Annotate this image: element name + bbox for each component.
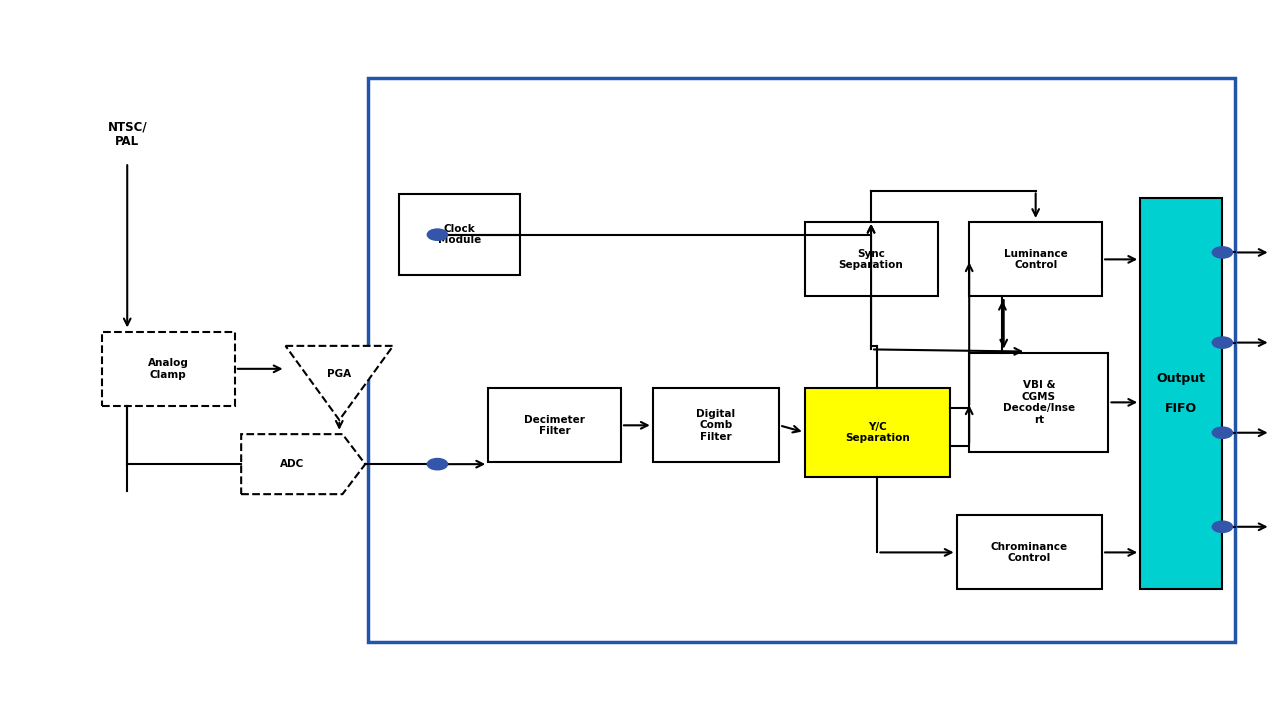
Text: Sync
Separation: Sync Separation [838, 248, 904, 270]
Text: PGA: PGA [328, 369, 352, 379]
Bar [653, 388, 780, 462]
Circle shape [428, 229, 448, 240]
Polygon shape [241, 434, 365, 494]
Bar [488, 388, 621, 462]
Text: Output

FIFO: Output FIFO [1157, 372, 1206, 415]
Text: Chrominance
Control: Chrominance Control [991, 541, 1068, 563]
Text: Y/C
Separation: Y/C Separation [845, 422, 910, 444]
Circle shape [1212, 247, 1233, 258]
Text: ADC: ADC [280, 459, 303, 469]
Circle shape [428, 459, 448, 470]
Bar [102, 332, 234, 406]
Bar [805, 388, 950, 477]
Bar [1140, 197, 1222, 590]
Bar [956, 516, 1102, 590]
Text: Decimeter
Filter: Decimeter Filter [524, 415, 585, 436]
Polygon shape [285, 346, 393, 420]
Text: Clock
Module: Clock Module [438, 224, 481, 246]
Bar [969, 222, 1102, 297]
Bar [399, 194, 520, 275]
Text: Digital
Comb
Filter: Digital Comb Filter [696, 409, 736, 442]
Text: VBI &
CGMS
Decode/Inse
rt: VBI & CGMS Decode/Inse rt [1002, 380, 1075, 425]
Text: Analog
Clamp: Analog Clamp [148, 358, 189, 379]
Bar [805, 222, 937, 297]
Circle shape [1212, 427, 1233, 438]
Text: Luminance
Control: Luminance Control [1004, 248, 1068, 270]
Bar [367, 78, 1235, 642]
Bar [969, 353, 1108, 451]
Text: NTSC/
PAL: NTSC/ PAL [108, 120, 147, 148]
Circle shape [1212, 521, 1233, 532]
Circle shape [1212, 337, 1233, 348]
